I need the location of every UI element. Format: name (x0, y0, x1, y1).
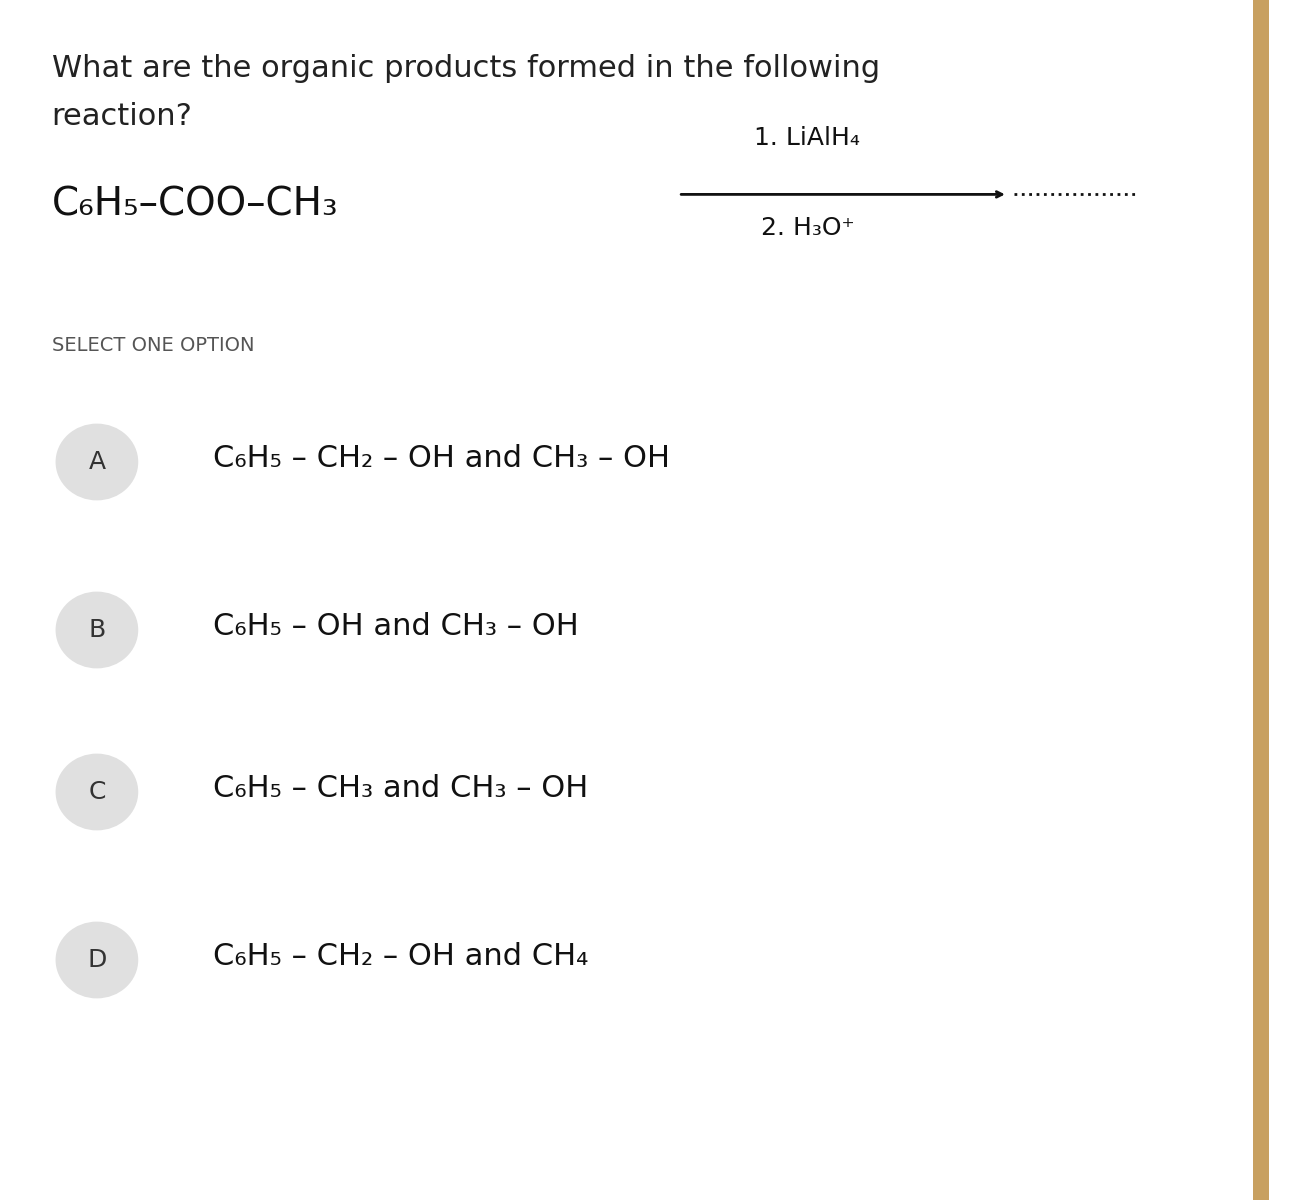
Circle shape (56, 592, 138, 668)
Circle shape (56, 754, 138, 830)
Circle shape (56, 424, 138, 500)
Text: B: B (88, 618, 106, 642)
Text: SELECT ONE OPTION: SELECT ONE OPTION (52, 336, 255, 355)
Text: C₆H₅ – OH and CH₃ – OH: C₆H₅ – OH and CH₃ – OH (213, 612, 579, 641)
Text: reaction?: reaction? (52, 102, 193, 131)
Text: C₆H₅–COO–CH₃: C₆H₅–COO–CH₃ (52, 186, 339, 224)
Circle shape (56, 922, 138, 998)
Text: A: A (88, 450, 106, 474)
FancyBboxPatch shape (1253, 0, 1269, 1200)
Text: What are the organic products formed in the following: What are the organic products formed in … (52, 54, 880, 83)
Text: C: C (88, 780, 106, 804)
Text: D: D (88, 948, 106, 972)
Text: C₆H₅ – CH₂ – OH and CH₃ – OH: C₆H₅ – CH₂ – OH and CH₃ – OH (213, 444, 671, 473)
Text: C₆H₅ – CH₃ and CH₃ – OH: C₆H₅ – CH₃ and CH₃ – OH (213, 774, 588, 803)
Text: 2. H₃O⁺: 2. H₃O⁺ (761, 216, 854, 240)
Text: 1. LiAlH₄: 1. LiAlH₄ (755, 126, 860, 150)
Text: C₆H₅ – CH₂ – OH and CH₄: C₆H₅ – CH₂ – OH and CH₄ (213, 942, 589, 971)
